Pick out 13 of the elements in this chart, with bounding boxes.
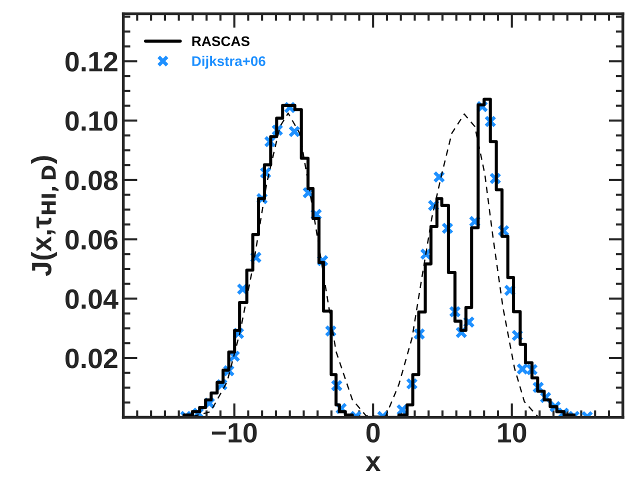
y-tick-label: 0.04	[66, 289, 118, 309]
y-tick-label: 0.12	[66, 52, 118, 72]
legend-label: RASCAS	[192, 36, 250, 46]
y-axis-title: J(x,τ$_{HI,D}$)	[31, 156, 59, 276]
y-tick-label: 0.02	[66, 348, 118, 368]
x-tick-label: −10	[212, 422, 257, 443]
y-tick-label: 0.10	[66, 111, 118, 131]
x-tick-label: 0	[366, 422, 380, 443]
y-tick-label: 0.08	[66, 170, 118, 190]
x-tick-label: 10	[498, 422, 526, 443]
legend-label: Dijkstra+06	[192, 56, 266, 69]
y-tick-label: 0.06	[66, 230, 118, 250]
x-axis-title: x	[366, 456, 381, 472]
